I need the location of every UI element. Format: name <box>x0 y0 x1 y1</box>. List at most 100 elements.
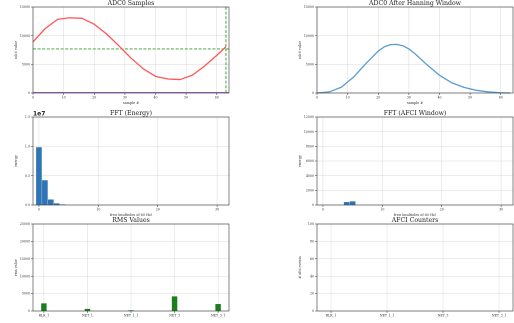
y-tick-label: 1.5 <box>25 115 30 119</box>
x-tick-label: NET_1_1 <box>380 314 395 318</box>
x-tick-label: 40 <box>437 96 441 100</box>
x-tick-label: 60 <box>215 96 219 100</box>
x-tick-label: 20 <box>92 96 96 100</box>
y-tick-label: 1.0 <box>25 144 30 148</box>
x-tick-label: 0 <box>38 208 40 212</box>
x-axis-label: freq (multiples of 60 Hz) <box>110 213 153 216</box>
plot-frame <box>32 6 230 94</box>
chart-title: ADC0 Samples <box>107 0 155 7</box>
y-axis-label: energy <box>14 155 18 167</box>
y-tick-label: 25000 <box>20 222 30 226</box>
bar <box>215 304 221 311</box>
chart-title: AFCI Counters <box>391 217 439 224</box>
bar <box>41 303 47 311</box>
y-offset-label: 1e7 <box>33 111 45 118</box>
chart-title: RMS Values <box>112 217 150 224</box>
y-tick-label: 5000 <box>306 62 314 66</box>
chart-title: ADC0 After Hanning Window <box>368 0 462 7</box>
y-tick-label: 100 <box>308 222 314 226</box>
x-tick-label: RLK_1 <box>39 314 50 318</box>
y-tick-label: 5000 <box>22 292 30 296</box>
plot-frame <box>316 116 514 206</box>
series-line <box>316 43 510 94</box>
x-tick-label: NET_1_1 <box>124 314 139 318</box>
x-tick-label: 50 <box>184 96 188 100</box>
bar <box>53 203 60 205</box>
x-axis-label: sample # <box>123 101 139 105</box>
bar <box>128 310 134 311</box>
x-tick-label: 20 <box>156 208 160 212</box>
y-tick-label: 15000 <box>20 257 30 261</box>
y-tick-label: 0.0 <box>25 203 30 207</box>
x-tick-label: 0 <box>316 96 318 100</box>
plot-frame <box>316 6 514 94</box>
y-tick-label: 20000 <box>20 240 30 244</box>
x-tick-label: 10 <box>62 96 66 100</box>
y-tick-label: 15000 <box>304 5 314 9</box>
x-tick-label: 60 <box>499 96 503 100</box>
y-tick-label: 0 <box>312 309 314 313</box>
x-tick-label: 10 <box>96 208 100 212</box>
series-line <box>32 17 227 81</box>
x-tick-label: 10 <box>380 208 384 212</box>
x-tick-label: 40 <box>153 96 157 100</box>
bar <box>36 147 42 205</box>
bar <box>42 180 48 205</box>
y-tick-label: 0 <box>28 91 30 95</box>
x-tick-label: RLK_1 <box>326 314 337 318</box>
y-tick-label: 0 <box>312 203 314 207</box>
x-tick-label: 30 <box>499 208 503 212</box>
x-axis-label: freq (multiples of 60 Hz) <box>394 213 437 216</box>
x-tick-label: 30 <box>407 96 411 100</box>
x-axis-label: sample # <box>407 101 423 105</box>
bar <box>47 199 54 205</box>
y-axis-label: adc0 value <box>298 41 302 60</box>
y-tick-label: 10000 <box>304 130 314 134</box>
y-tick-label: 6000 <box>306 159 314 163</box>
y-axis-label: energy <box>298 155 302 167</box>
y-tick-label: 0 <box>28 309 30 313</box>
chart-adc0-samples: ADC0 Samples 0 5000 10000 15000 0 10 20 30 40 50 60… <box>14 0 230 105</box>
y-tick-label: 0 <box>312 91 314 95</box>
plot-frame <box>32 116 230 206</box>
x-tick-label: 20 <box>440 208 444 212</box>
y-tick-label: 10000 <box>20 274 30 278</box>
chart-adc0-hanning: ADC0 After Hanning Window 0 5000 10000 15000… <box>298 0 514 105</box>
chart-title: FFT (Energy) <box>110 110 152 117</box>
bar <box>84 308 91 311</box>
y-tick-label: 0.5 <box>25 174 30 178</box>
y-tick-label: 10000 <box>20 34 30 38</box>
bar <box>349 201 356 205</box>
x-tick-label: NET_3 <box>438 314 449 318</box>
x-tick-label: NET_3 <box>169 314 180 318</box>
plot-frame <box>316 223 514 312</box>
y-tick-label: 8000 <box>306 144 314 148</box>
x-tick-label: 20 <box>376 96 380 100</box>
bar <box>343 202 350 205</box>
x-tick-label: NET_3_1 <box>211 314 226 318</box>
chart-afci-counters: AFCI Counters 0 20 40 60 80 100 RLK_1 NET_1_1 NET… <box>298 217 514 318</box>
x-tick-label: NET_3_1 <box>492 314 507 318</box>
y-axis-label: # afci events <box>298 256 302 279</box>
y-tick-label: 10000 <box>304 34 314 38</box>
x-tick-label: 0 <box>322 208 324 212</box>
chart-fft-energy: FFT (Energy) 1e7 0.0 0.5 1.0 1.5 0 10 20 30 freq (… <box>14 110 230 216</box>
y-tick-label: 20 <box>310 292 314 296</box>
x-tick-label: 0 <box>32 96 34 100</box>
chart-rms-values: RMS Values 0 5000 10000 15000 20000 25000 RLK_1… <box>14 217 230 318</box>
y-tick-label: 5000 <box>22 62 30 66</box>
y-tick-label: 15000 <box>20 5 30 9</box>
y-axis-label: rms value <box>14 259 18 276</box>
y-tick-label: 40 <box>310 274 314 278</box>
plot-frame <box>32 223 230 312</box>
y-tick-label: 2000 <box>306 188 314 192</box>
y-tick-label: 4000 <box>306 174 314 178</box>
y-tick-label: 80 <box>310 240 314 244</box>
bar <box>171 296 178 311</box>
y-tick-label: 12000 <box>304 115 314 119</box>
x-tick-label: NET_1 <box>82 314 93 318</box>
y-tick-label: 60 <box>310 257 314 261</box>
x-tick-label: 30 <box>123 96 127 100</box>
y-axis-label: adc0 value <box>14 41 18 60</box>
x-tick-label: 10 <box>346 96 350 100</box>
